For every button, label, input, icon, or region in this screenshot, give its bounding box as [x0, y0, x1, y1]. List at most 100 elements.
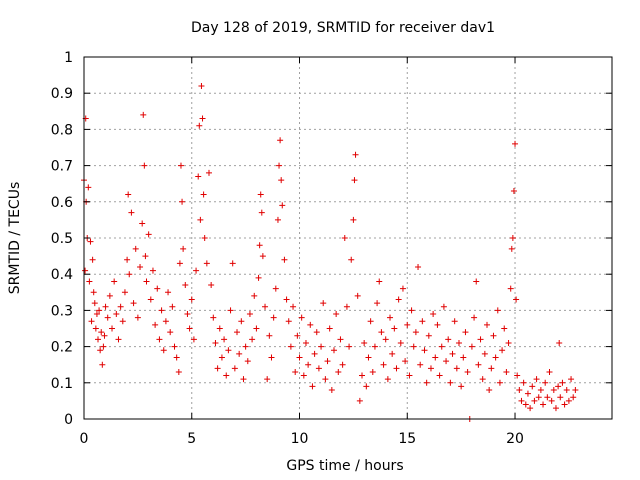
- data-point: [343, 303, 350, 310]
- data-point: [125, 191, 132, 198]
- x-tick-label: 0: [80, 431, 89, 447]
- data-point: [326, 325, 333, 332]
- data-point: [199, 115, 206, 122]
- data-point: [359, 372, 366, 379]
- data-point: [542, 379, 549, 386]
- data-point: [188, 296, 195, 303]
- data-point: [378, 329, 385, 336]
- data-point: [171, 343, 178, 350]
- data-point: [492, 354, 499, 361]
- data-point: [524, 390, 531, 397]
- data-point: [210, 314, 217, 321]
- data-point: [393, 365, 400, 372]
- data-point: [421, 347, 428, 354]
- data-point: [100, 343, 107, 350]
- data-point: [513, 296, 520, 303]
- data-point: [212, 339, 219, 346]
- data-point: [102, 303, 109, 310]
- y-tick-label: 1: [64, 50, 73, 66]
- data-point: [555, 383, 562, 390]
- data-point: [143, 278, 150, 285]
- data-point: [277, 137, 284, 144]
- data-point: [425, 332, 432, 339]
- data-point: [460, 354, 467, 361]
- data-point: [339, 361, 346, 368]
- data-point: [121, 289, 128, 296]
- data-point: [145, 231, 152, 238]
- data-point: [111, 278, 118, 285]
- data-point: [518, 397, 525, 404]
- data-point: [565, 397, 572, 404]
- data-point: [287, 343, 294, 350]
- data-point: [464, 368, 471, 375]
- data-point: [274, 216, 281, 223]
- data-point: [438, 343, 445, 350]
- y-tick-label: 0: [64, 412, 73, 428]
- data-point: [311, 350, 318, 357]
- data-point: [205, 169, 212, 176]
- data-point: [531, 397, 538, 404]
- data-point: [208, 282, 215, 289]
- data-point: [475, 361, 482, 368]
- data-point: [141, 162, 148, 169]
- data-point: [415, 263, 422, 270]
- data-point: [479, 376, 486, 383]
- data-point: [514, 372, 521, 379]
- data-point: [335, 368, 342, 375]
- data-point: [399, 285, 406, 292]
- data-point: [307, 321, 314, 328]
- data-point: [218, 354, 225, 361]
- data-point: [214, 365, 221, 372]
- data-point: [227, 307, 234, 314]
- data-point: [137, 263, 144, 270]
- data-point: [95, 336, 102, 343]
- data-point: [268, 354, 275, 361]
- data-point: [382, 336, 389, 343]
- data-point: [305, 361, 312, 368]
- data-point: [384, 376, 391, 383]
- data-point: [175, 368, 182, 375]
- data-point: [182, 282, 189, 289]
- data-point: [92, 325, 99, 332]
- data-point: [488, 365, 495, 372]
- data-point: [225, 347, 232, 354]
- y-tick-label: 0.6: [51, 195, 73, 211]
- data-point: [294, 332, 301, 339]
- data-point: [561, 401, 568, 408]
- data-point: [501, 325, 508, 332]
- data-point: [371, 343, 378, 350]
- data-point: [352, 151, 359, 158]
- data-point: [173, 354, 180, 361]
- data-point: [402, 358, 409, 365]
- data-point: [93, 311, 100, 318]
- data-point: [283, 296, 290, 303]
- data-point: [167, 329, 174, 336]
- data-point: [270, 314, 277, 321]
- data-point: [140, 111, 147, 118]
- data-point: [285, 318, 292, 325]
- y-tick-label: 0.5: [51, 231, 73, 247]
- data-point: [278, 177, 285, 184]
- data-point: [179, 198, 186, 205]
- x-axis-label: GPS time / hours: [286, 458, 403, 474]
- data-point: [132, 245, 139, 252]
- data-point: [313, 329, 320, 336]
- data-point: [389, 350, 396, 357]
- data-point: [258, 209, 265, 216]
- data-point: [552, 405, 559, 412]
- data-point: [369, 368, 376, 375]
- data-point: [520, 379, 527, 386]
- y-tick-label: 0.1: [51, 376, 73, 392]
- data-point: [262, 303, 269, 310]
- data-point: [544, 394, 551, 401]
- data-point: [221, 336, 228, 343]
- data-point: [223, 372, 230, 379]
- data-point: [272, 285, 279, 292]
- data-point: [238, 318, 245, 325]
- data-point: [419, 318, 426, 325]
- data-point: [471, 314, 478, 321]
- data-point: [251, 292, 258, 299]
- data-point: [365, 354, 372, 361]
- data-point: [281, 256, 288, 263]
